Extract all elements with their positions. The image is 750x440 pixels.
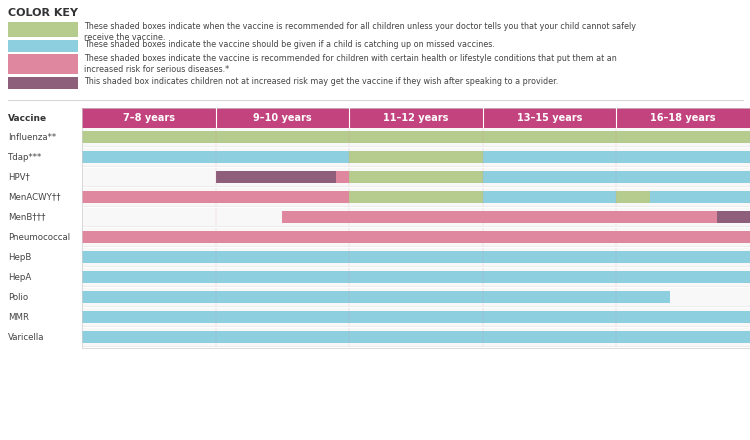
Bar bbox=[350, 171, 483, 183]
Bar bbox=[82, 248, 750, 266]
Bar bbox=[82, 308, 750, 326]
Bar bbox=[82, 231, 750, 243]
Bar bbox=[82, 268, 750, 286]
Text: This shaded box indicates children not at increased risk may get the vaccine if : This shaded box indicates children not a… bbox=[84, 77, 558, 86]
Text: 13–15 years: 13–15 years bbox=[517, 113, 582, 123]
Bar bbox=[82, 108, 750, 128]
Text: These shaded boxes indicate the vaccine is recommended for children with certain: These shaded boxes indicate the vaccine … bbox=[84, 54, 616, 74]
Bar bbox=[82, 291, 670, 303]
Text: Influenza**: Influenza** bbox=[8, 132, 56, 142]
Bar bbox=[8, 54, 78, 74]
Text: HepB: HepB bbox=[8, 253, 32, 261]
Bar bbox=[82, 108, 750, 348]
Text: 16–18 years: 16–18 years bbox=[650, 113, 716, 123]
Bar bbox=[82, 188, 750, 206]
Bar bbox=[82, 208, 750, 226]
Text: COLOR KEY: COLOR KEY bbox=[8, 8, 78, 18]
Bar bbox=[215, 171, 350, 183]
Text: Vaccine: Vaccine bbox=[8, 114, 47, 122]
Text: Varicella: Varicella bbox=[8, 333, 44, 341]
Bar bbox=[82, 168, 750, 186]
Bar bbox=[350, 191, 483, 203]
Bar bbox=[82, 311, 750, 323]
Bar bbox=[82, 228, 750, 246]
Bar bbox=[716, 211, 750, 223]
Text: MMR: MMR bbox=[8, 312, 29, 322]
Bar bbox=[8, 77, 78, 89]
Bar bbox=[82, 331, 750, 343]
Bar bbox=[8, 22, 78, 37]
Text: MenACWY††: MenACWY†† bbox=[8, 193, 61, 202]
Bar bbox=[82, 131, 750, 143]
Text: 11–12 years: 11–12 years bbox=[383, 113, 448, 123]
Text: HPV†: HPV† bbox=[8, 172, 30, 181]
Bar bbox=[483, 191, 616, 203]
Text: 9–10 years: 9–10 years bbox=[253, 113, 312, 123]
Bar bbox=[82, 148, 750, 166]
Text: MenB†††: MenB††† bbox=[8, 213, 46, 221]
Bar bbox=[82, 251, 750, 263]
Text: Polio: Polio bbox=[8, 293, 28, 301]
Text: Pneumococcal: Pneumococcal bbox=[8, 232, 70, 242]
Bar bbox=[82, 288, 750, 306]
Bar bbox=[350, 151, 483, 163]
Bar bbox=[650, 191, 750, 203]
Text: HepA: HepA bbox=[8, 272, 32, 282]
Bar bbox=[483, 171, 750, 183]
Text: Tdap***: Tdap*** bbox=[8, 153, 42, 161]
Bar bbox=[616, 191, 650, 203]
Bar bbox=[82, 328, 750, 346]
Bar bbox=[8, 40, 78, 52]
Bar bbox=[82, 128, 750, 146]
Bar bbox=[215, 171, 336, 183]
Bar bbox=[82, 191, 350, 203]
Bar bbox=[283, 211, 716, 223]
Bar bbox=[82, 271, 750, 283]
Text: These shaded boxes indicate the vaccine should be given if a child is catching u: These shaded boxes indicate the vaccine … bbox=[84, 40, 495, 49]
Bar bbox=[483, 151, 750, 163]
Text: 7–8 years: 7–8 years bbox=[123, 113, 175, 123]
Text: These shaded boxes indicate when the vaccine is recommended for all children unl: These shaded boxes indicate when the vac… bbox=[84, 22, 636, 42]
Bar bbox=[82, 151, 350, 163]
